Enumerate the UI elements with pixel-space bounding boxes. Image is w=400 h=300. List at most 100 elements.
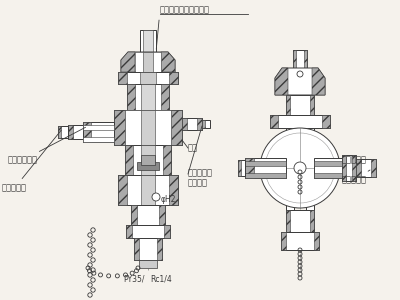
Polygon shape [275, 68, 325, 95]
Bar [68, 125, 73, 139]
Bar [182, 118, 187, 130]
Bar [245, 161, 286, 166]
Bar [141, 110, 155, 145]
Bar [125, 145, 133, 175]
Bar [310, 95, 314, 115]
Bar [245, 158, 286, 178]
Bar [286, 128, 294, 210]
Bar [161, 84, 169, 110]
Bar [286, 95, 314, 115]
Text: 放罩: 放罩 [188, 143, 198, 152]
Text: Rc1/4: Rc1/4 [150, 274, 172, 283]
Bar [314, 173, 342, 178]
Bar [58, 126, 61, 138]
Bar [159, 205, 165, 225]
Bar [131, 205, 165, 225]
Bar [306, 128, 314, 210]
Bar [118, 72, 178, 84]
Bar [342, 155, 356, 181]
Bar [342, 155, 346, 181]
Bar [281, 232, 319, 250]
Bar [141, 145, 155, 175]
Bar [182, 118, 202, 130]
Bar [68, 125, 83, 139]
Bar [127, 84, 135, 110]
Bar [171, 110, 182, 145]
Text: 膜片式安全
泄放装置: 膜片式安全 泄放装置 [188, 168, 213, 188]
Polygon shape [121, 52, 175, 72]
Bar [202, 120, 210, 128]
Bar [169, 72, 178, 84]
Polygon shape [312, 68, 325, 95]
Bar [118, 72, 127, 84]
Bar [314, 158, 342, 178]
Polygon shape [121, 52, 135, 72]
Bar [164, 225, 170, 238]
Bar [139, 260, 157, 268]
Bar [163, 145, 171, 175]
Bar [83, 125, 114, 130]
Bar [141, 84, 155, 110]
Text: PY35/: PY35/ [123, 274, 144, 283]
Bar [141, 155, 155, 165]
Text: φH2: φH2 [161, 196, 176, 205]
Bar [270, 115, 330, 128]
Bar [126, 225, 170, 238]
Bar [293, 50, 307, 68]
Bar [322, 115, 330, 128]
Bar [270, 115, 278, 128]
Polygon shape [161, 52, 175, 72]
Circle shape [260, 128, 340, 208]
Bar [143, 52, 153, 72]
Text: 压力表接口: 压力表接口 [342, 170, 370, 184]
Bar [140, 72, 156, 84]
Bar [356, 159, 376, 177]
Text: 压力表开关: 压力表开关 [342, 155, 367, 164]
Text: 调喷放动护罩: 调喷放动护罩 [8, 127, 86, 164]
Bar [126, 225, 132, 238]
Bar [314, 232, 319, 250]
Bar [245, 158, 254, 178]
Bar [118, 175, 178, 205]
Circle shape [294, 162, 306, 174]
Bar [83, 122, 114, 142]
Bar [125, 145, 171, 175]
Bar [125, 110, 171, 145]
Bar [245, 173, 286, 178]
Bar [169, 175, 178, 205]
Circle shape [152, 193, 160, 201]
Bar [304, 50, 307, 68]
Bar [356, 159, 361, 177]
Bar [238, 160, 245, 176]
Bar [352, 155, 356, 181]
Polygon shape [275, 68, 288, 95]
Bar [314, 161, 342, 166]
Bar [137, 162, 159, 170]
Bar [141, 175, 155, 205]
Text: 比处接电磁气驱动装置: 比处接电磁气驱动装置 [156, 5, 210, 49]
Text: 灭火剂出口: 灭火剂出口 [2, 130, 61, 193]
Bar [118, 175, 127, 205]
Bar [286, 210, 290, 232]
Bar [310, 210, 314, 232]
Bar [238, 160, 241, 176]
Bar [134, 238, 162, 260]
Bar [197, 118, 202, 130]
Bar [114, 110, 182, 145]
Bar [286, 95, 290, 115]
Bar [58, 126, 68, 138]
Bar [143, 30, 153, 52]
Bar [131, 205, 137, 225]
Bar [134, 238, 139, 260]
Bar [293, 50, 296, 68]
Bar [83, 137, 114, 142]
Bar [371, 159, 376, 177]
Bar [127, 84, 169, 110]
Bar [140, 30, 156, 52]
Bar [135, 52, 161, 72]
Bar [286, 210, 314, 232]
Bar [281, 232, 286, 250]
Bar [157, 238, 162, 260]
Bar [83, 122, 91, 142]
Bar [202, 120, 205, 128]
